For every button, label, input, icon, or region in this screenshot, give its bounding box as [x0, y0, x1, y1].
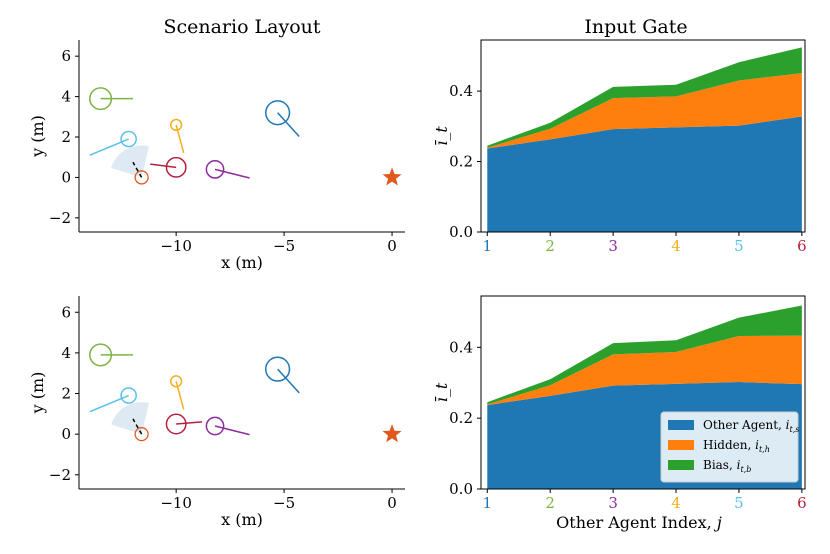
ego-vision-cone: [111, 402, 150, 435]
y-tick-label: 0.2: [449, 409, 473, 427]
agent-circle: [165, 413, 187, 435]
agent-velocity-line: [277, 112, 300, 138]
y-tick-label: 0: [61, 425, 71, 443]
x-tick-label: 3: [608, 237, 618, 255]
legend-frame: [660, 411, 799, 483]
agent-circle: [165, 156, 187, 178]
y-axis-label: y (m): [28, 115, 47, 158]
area-series: [487, 73, 802, 149]
agent-velocity-line: [150, 163, 177, 169]
x-axis-label: x (m): [221, 253, 263, 272]
goal-star: [382, 167, 402, 186]
y-tick-label: 0.2: [449, 153, 473, 171]
goal-star: [382, 424, 402, 443]
area-series: [487, 335, 802, 406]
x-tick-label: −5: [273, 237, 295, 255]
area-series: [487, 116, 802, 232]
y-tick-label: −2: [49, 466, 71, 484]
layout-panel-bottom: −10 −5 0 −2 0 2 4 6 y (m) x (m): [28, 296, 405, 529]
x-tick-label: 2: [545, 237, 555, 255]
ego-agent: [134, 170, 149, 185]
agent-velocity-line: [214, 425, 250, 436]
y-tick-label: 0.0: [449, 480, 473, 498]
x-tick-label: 3: [608, 494, 618, 512]
gate-x-axis-label-text: Other Agent Index,: [556, 513, 717, 532]
agent-circle: [120, 130, 137, 148]
x-tick-label: 2: [545, 494, 555, 512]
y-tick-label: −2: [49, 209, 71, 227]
y-tick-label: 0.4: [449, 338, 473, 356]
gate-x-axis-label: Other Agent Index, j: [556, 513, 722, 532]
y-tick-label: 0: [61, 168, 71, 186]
ego-heading-line: [132, 418, 143, 435]
agent-circle: [89, 343, 113, 367]
agent-circle: [264, 100, 291, 126]
ego-agent: [134, 427, 149, 442]
x-tick-label: 6: [797, 494, 807, 512]
agent-circle: [170, 118, 183, 132]
y-tick-label: 0.4: [449, 82, 473, 100]
agent-circle: [120, 387, 137, 404]
agent-circle: [205, 416, 225, 436]
gate-axes-border: [480, 39, 806, 233]
legend-label: Other Agent, it,s: [703, 418, 799, 434]
x-tick-label: 5: [734, 494, 744, 512]
legend-swatch: [668, 440, 694, 450]
x-tick-label: 0: [387, 237, 397, 255]
y-tick-label: 4: [61, 88, 71, 106]
layout-title: Scenario Layout: [163, 16, 320, 38]
x-tick-label: 0: [387, 494, 397, 512]
legend-label: Bias, it,b: [703, 458, 751, 474]
x-axis-label: x (m): [221, 510, 263, 529]
y-tick-label: 0.0: [449, 223, 473, 241]
y-tick-label: 2: [61, 385, 71, 403]
legend-swatch: [668, 460, 694, 470]
gate-axes-border: [480, 295, 806, 490]
x-tick-label: −5: [273, 494, 295, 512]
y-tick-label: 2: [61, 128, 71, 146]
agent-circle: [89, 87, 113, 111]
gate-panel-top: 1 2 3 4 5 6 0.0 0.2 0.4 ī_t: [432, 39, 807, 255]
y-tick-label: 4: [61, 344, 71, 362]
y-tick-label: 6: [61, 47, 71, 65]
x-tick-label: 6: [797, 237, 807, 255]
y-tick-label: 6: [61, 303, 71, 321]
area-series: [487, 47, 802, 148]
agent-circle: [170, 375, 183, 388]
x-tick-label: 5: [734, 237, 744, 255]
y-axis-label: ī_t: [432, 382, 451, 402]
x-tick-label: −10: [160, 237, 192, 255]
legend: Other Agent, it,s Hidden, it,h Bias, it,b: [660, 411, 799, 483]
y-axis-label: ī_t: [432, 126, 451, 146]
x-tick-label: 1: [483, 237, 493, 255]
agent-circle: [264, 356, 291, 382]
x-tick-label: 4: [671, 237, 681, 255]
x-tick-label: 1: [483, 494, 493, 512]
ego-vision-cone: [111, 145, 149, 178]
agent-velocity-line: [214, 168, 250, 179]
legend-label: Hidden, it,h: [703, 438, 770, 454]
legend-swatch: [668, 420, 694, 430]
y-axis-label: y (m): [28, 372, 47, 415]
agent-velocity-line: [176, 421, 203, 425]
x-tick-label: −10: [160, 494, 192, 512]
agent-circle: [205, 159, 225, 179]
x-tick-label: 4: [671, 494, 681, 512]
layout-panel-top: −10 −5 0 −2 0 2 4 6 y (m) x (m): [28, 40, 405, 272]
area-series: [487, 305, 802, 405]
gate-title: Input Gate: [584, 16, 687, 38]
gate-x-axis-label-symbol: j: [714, 513, 722, 532]
ego-heading-line: [132, 161, 143, 178]
agent-velocity-line: [277, 368, 300, 394]
